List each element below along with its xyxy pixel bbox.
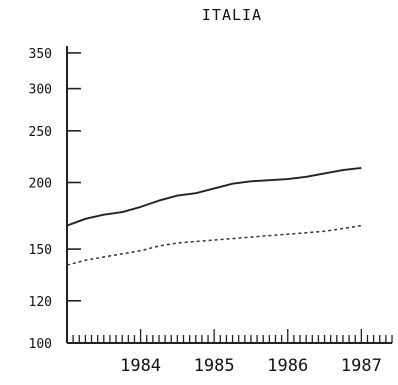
x-axis: 1984 1985 1986 1987 xyxy=(66,329,393,376)
y-axis: 100 120 150 200 250 300 350 xyxy=(29,46,81,352)
x-tick-label: 1984 xyxy=(120,356,161,376)
y-tick-label: 120 xyxy=(29,295,52,310)
y-tick-label: 350 xyxy=(29,47,52,62)
y-tick-label: 250 xyxy=(29,125,52,140)
series-line-solid xyxy=(66,166,362,227)
x-tick-label: 1987 xyxy=(341,356,382,376)
y-tick-label: 300 xyxy=(29,83,52,98)
plot-area xyxy=(66,166,362,266)
y-tick-label: 100 xyxy=(29,337,52,352)
y-tick-label: 200 xyxy=(29,177,52,192)
y-tick-label: 150 xyxy=(29,243,52,258)
x-tick-label: 1985 xyxy=(194,356,235,376)
chart-title: ITALIA xyxy=(202,6,262,24)
x-tick-label: 1986 xyxy=(267,356,308,376)
series-line-dashed xyxy=(66,224,362,266)
